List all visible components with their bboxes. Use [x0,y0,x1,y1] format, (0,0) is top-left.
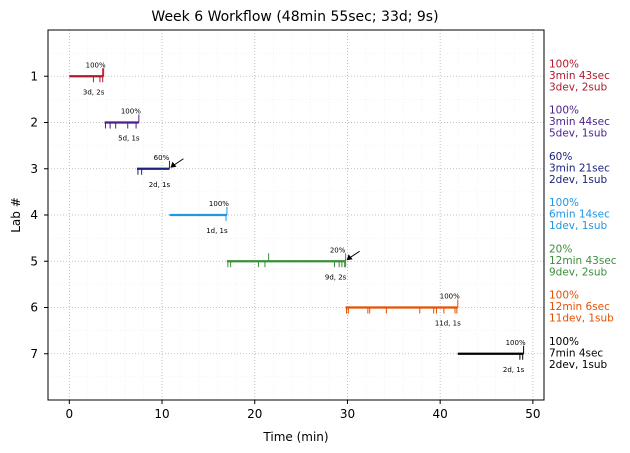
x-axis-label: Time (min) [262,430,328,444]
side-annotation-line: 12min 43sec [549,255,617,267]
side-annotation-line: 9dev, 2sub [549,266,608,278]
x-tick-label: 20 [247,407,262,421]
counts-label: 3d, 2s [83,88,105,96]
y-tick-label: 5 [30,254,38,268]
percent-label: 100% [209,200,229,208]
side-annotation-line: 2dev, 1sub [549,359,608,371]
y-tick-label: 6 [30,301,38,315]
y-tick-label: 4 [30,208,38,222]
y-tick-label: 3 [30,162,38,176]
plot-frame [47,29,545,401]
side-annotation-line: 60% [549,151,572,163]
side-annotation-line: 100% [549,58,579,70]
side-annotation-line: 1dev, 1sub [549,220,608,232]
y-tick-label: 7 [30,347,38,361]
arrow-head [170,161,177,168]
percent-label: 60% [154,154,170,162]
chart-marks: 100% 3d, 2s 100% 5d, 1s 60% 2d, 1s 100% 1d, 1s 2… [69,61,526,374]
x-tick-label: 10 [154,407,169,421]
side-annotation-line: 2dev, 1sub [549,174,608,186]
minor-grid [48,30,544,400]
side-annotation-line: 12min 6sec [549,301,610,313]
counts-label: 2d, 1s [149,181,171,189]
arrow-head [346,254,353,261]
major-grid [48,30,544,400]
side-annotation-line: 6min 14sec [549,209,610,221]
side-annotation-line: 3min 43sec [549,70,610,82]
side-annotation-line: 7min 4sec [549,347,603,359]
x-tick-label: 0 [66,407,74,421]
side-annotation-line: 5dev, 1sub [549,128,608,140]
axis-ticks: 0 10 20 30 40 50 1 2 3 4 5 6 7 [30,69,540,421]
percent-label: 100% [506,339,526,347]
percent-label: 100% [86,61,106,69]
y-axis-label: Lab # [9,197,23,233]
x-tick-label: 30 [340,407,355,421]
counts-label: 11d, 1s [435,320,461,328]
percent-label: 100% [440,293,460,301]
side-annotation-line: 3min 44sec [549,116,610,128]
x-tick-label: 50 [525,407,540,421]
y-tick-label: 2 [30,116,38,130]
side-annotation-line: 100% [549,290,579,302]
counts-label: 2d, 1s [503,366,525,374]
counts-label: 5d, 1s [118,135,140,143]
chart-title: Week 6 Workflow (48min 55sec; 33d; 9s) [151,9,438,25]
x-tick-label: 40 [433,407,448,421]
counts-label: 1d, 1s [206,227,228,235]
side-annotation-line: 11dev, 1sub [549,313,614,325]
counts-label: 9d, 2s [325,273,347,281]
percent-label: 20% [330,246,346,254]
y-tick-label: 1 [30,69,38,83]
side-annotation-line: 100% [549,336,579,348]
side-annotation-line: 3min 21sec [549,162,610,174]
side-annotation-line: 20% [549,243,572,255]
side-annotation-line: 100% [549,105,579,117]
side-annotation-line: 100% [549,197,579,209]
side-annotation-line: 3dev, 2sub [549,81,608,93]
percent-label: 100% [121,108,141,116]
